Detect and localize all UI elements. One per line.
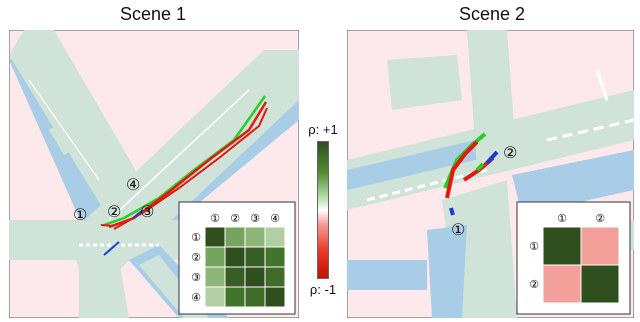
- scene1-matrix-row-label: ③: [191, 271, 201, 284]
- trajectory-4-green: [103, 95, 267, 227]
- scene2-matrix-row-label: ②: [529, 278, 539, 291]
- scene1-matrix-col-label: ②: [230, 212, 240, 225]
- scene1-matrix-cell: [244, 246, 266, 268]
- scene-2-title: Scene 2: [458, 4, 526, 24]
- scene1-matrix-cell: [264, 226, 286, 248]
- scene2-matrix-col-label: ②: [595, 212, 605, 225]
- trajectory-red-2: [113, 107, 268, 230]
- scene2-matrix-cell: [580, 264, 620, 304]
- marker-2: ②: [107, 202, 121, 221]
- scene2-matrix-row-label: ①: [529, 240, 539, 253]
- scene1-matrix-cell: [264, 286, 286, 308]
- scene2-matrix-cell: [542, 226, 582, 266]
- scene1-matrix-cell: [264, 266, 286, 288]
- scene-2-correlation-matrix: ① ② ① ②: [516, 201, 631, 315]
- scene1-matrix-cell: [204, 246, 226, 268]
- scene1-matrix-cell: [224, 246, 246, 268]
- scene1-matrix-col-label: ③: [250, 212, 260, 225]
- scene1-matrix-cell: [204, 266, 226, 288]
- scene2-matrix-col-label: ①: [557, 212, 567, 225]
- colorbar: [317, 141, 329, 279]
- marker-1: ①: [73, 205, 87, 224]
- scene1-matrix-cell: [244, 226, 266, 248]
- scene1-matrix-row-label: ②: [191, 251, 201, 264]
- scene2-matrix-cell: [542, 264, 582, 304]
- scene1-matrix-cell: [224, 226, 246, 248]
- scene-2-map: ① ② ① ② ① ②: [347, 30, 634, 318]
- trajectory-2-blue: [103, 241, 120, 256]
- scene2-trajectory-red: [445, 140, 479, 199]
- scene1-matrix-cell: [224, 266, 246, 288]
- trajectory-1-red: [100, 224, 115, 227]
- scene1-matrix-cell: [264, 246, 286, 268]
- scene2-trajectory-1-blue: [449, 207, 455, 216]
- scene1-matrix-cell: [204, 226, 226, 248]
- scene2-marker-1: ①: [451, 220, 465, 239]
- scene1-matrix-cell: [244, 266, 266, 288]
- marker-4: ④: [126, 175, 140, 194]
- scene2-marker-2: ②: [503, 143, 517, 162]
- marker-3: ③: [140, 202, 154, 221]
- scene1-matrix-col-label: ①: [210, 212, 220, 225]
- trajectory-3-blue: [132, 209, 144, 219]
- scene1-matrix-row-label: ④: [191, 291, 201, 304]
- scene1-matrix-cell: [244, 286, 266, 308]
- colorbar-top-label: ρ: +1: [308, 122, 338, 137]
- scene1-matrix-col-label: ④: [270, 212, 280, 225]
- scene-1-title: Scene 1: [119, 4, 187, 24]
- colorbar-bottom-label: ρ: -1: [309, 282, 337, 297]
- scene2-trajectory-2-blue: [485, 150, 499, 165]
- scene1-matrix-cell: [224, 286, 246, 308]
- scene1-matrix-cell: [204, 286, 226, 308]
- scene1-matrix-row-label: ①: [191, 231, 201, 244]
- scene2-matrix-cell: [580, 226, 620, 266]
